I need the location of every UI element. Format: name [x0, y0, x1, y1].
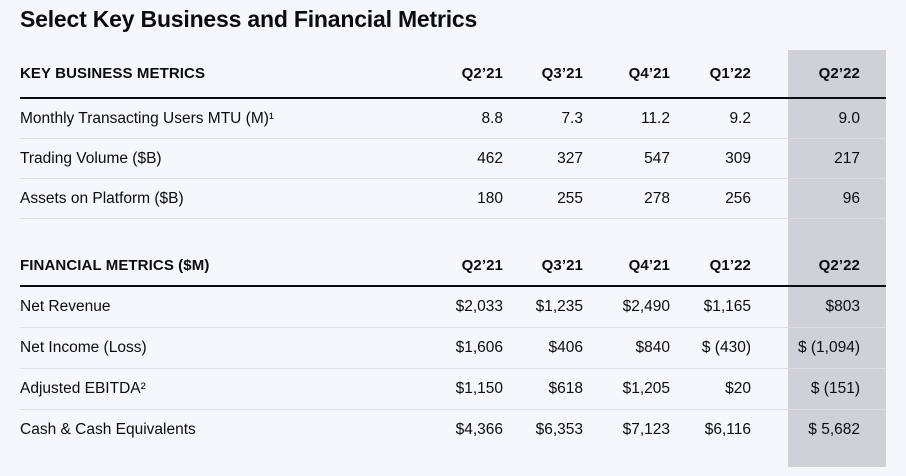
metric-value: $618 — [503, 368, 583, 410]
metric-value: $4,366 — [455, 421, 503, 438]
page-title: Select Key Business and Financial Metric… — [20, 6, 478, 32]
metric-value: $6,116 — [704, 421, 751, 438]
metric-value: 9.2 — [670, 98, 751, 139]
table-row: Monthly Transacting Users MTU (M)¹ 8.8 7.3… — [20, 98, 886, 139]
column-header-quarter: Q1’22 — [670, 245, 751, 287]
metric-value: 180 — [423, 178, 503, 219]
column-header-quarter: Q2’21 — [423, 245, 503, 287]
metric-value: 462 — [423, 138, 503, 179]
metric-label: Monthly Transacting Users MTU (M)¹ — [20, 98, 423, 139]
metric-value: $406 — [503, 327, 583, 369]
table-header-row: KEY BUSINESS METRICS Q2’21 Q3’21 Q4’21 Q1’2… — [20, 50, 886, 99]
metrics-table: KEY BUSINESS METRICS Q2’21 Q3’21 Q4’21 Q1’2… — [20, 50, 886, 219]
section-header: KEY BUSINESS METRICS — [20, 50, 423, 99]
metric-value: 256 — [670, 178, 751, 219]
metric-value: $ (151) — [751, 368, 886, 410]
metric-value: 96 — [751, 178, 886, 219]
column-header-quarter: Q4’21 — [583, 245, 670, 287]
column-header-quarter: Q3’21 — [503, 245, 583, 287]
table-row: Cash & Cash Equivalents $4,366 $6,353 $7,12… — [20, 410, 886, 451]
metric-value: $ (430) — [670, 327, 751, 369]
section-header: FINANCIAL METRICS ($M) — [20, 245, 423, 287]
metric-value: $1,150 — [423, 368, 503, 410]
metric-value: $6,353 — [535, 421, 583, 438]
table-row: Net Income (Loss) $1,606 $406 $840 $ (430) $ … — [20, 327, 886, 369]
metric-value: $1,165 — [670, 286, 751, 328]
metric-value: $ 5,682 — [808, 421, 860, 438]
metric-value: 8.8 — [423, 98, 503, 139]
metric-value: 7.3 — [503, 98, 583, 139]
metric-value: $840 — [583, 327, 670, 369]
column-header-current-quarter: Q2’22 — [751, 245, 886, 287]
metric-label: Net Revenue — [20, 286, 423, 328]
metric-value: $1,205 — [583, 368, 670, 410]
column-header-quarter: Q4’21 — [583, 50, 670, 99]
metric-value: 11.2 — [583, 98, 670, 139]
table-row: Adjusted EBITDA² $1,150 $618 $1,205 $20 $ (15… — [20, 368, 886, 410]
column-header-current-quarter: Q2’22 — [751, 50, 886, 99]
table-row: Net Revenue $2,033 $1,235 $2,490 $1,165 $803 — [20, 286, 886, 328]
metric-value: $1,235 — [503, 286, 583, 328]
metrics-table: FINANCIAL METRICS ($M) Q2’21 Q3’21 Q4’21 Q1… — [20, 245, 886, 450]
table-header-row: FINANCIAL METRICS ($M) Q2’21 Q3’21 Q4’21 Q1… — [20, 245, 886, 287]
metric-value: 547 — [583, 138, 670, 179]
metric-label: Net Income (Loss) — [20, 327, 423, 369]
metric-value: 327 — [503, 138, 583, 179]
metric-value: $2,033 — [423, 286, 503, 328]
column-header-quarter: Q1’22 — [670, 50, 751, 99]
metric-value: 9.0 — [751, 98, 886, 139]
metric-value: $7,123 — [622, 421, 670, 438]
table-row: Trading Volume ($B) 462 327 547 309 217 — [20, 138, 886, 179]
metric-value: 278 — [583, 178, 670, 219]
metric-value: $20 — [670, 368, 751, 410]
column-header-quarter: Q3’21 — [503, 50, 583, 99]
column-header-quarter: Q2’21 — [423, 50, 503, 99]
metric-label: Assets on Platform ($B) — [20, 178, 423, 219]
metric-value: $ (1,094) — [751, 327, 886, 369]
metric-value: 217 — [751, 138, 886, 179]
metric-value: 255 — [503, 178, 583, 219]
metric-label: Trading Volume ($B) — [20, 138, 423, 179]
metric-value: $803 — [751, 286, 886, 328]
metric-label: Adjusted EBITDA² — [20, 368, 423, 410]
metric-value: $1,606 — [423, 327, 503, 369]
metric-label: Cash & Cash Equivalents — [20, 421, 196, 438]
metric-value: $2,490 — [583, 286, 670, 328]
metric-value: 309 — [670, 138, 751, 179]
table-row: Assets on Platform ($B) 180 255 278 256 96 — [20, 178, 886, 219]
